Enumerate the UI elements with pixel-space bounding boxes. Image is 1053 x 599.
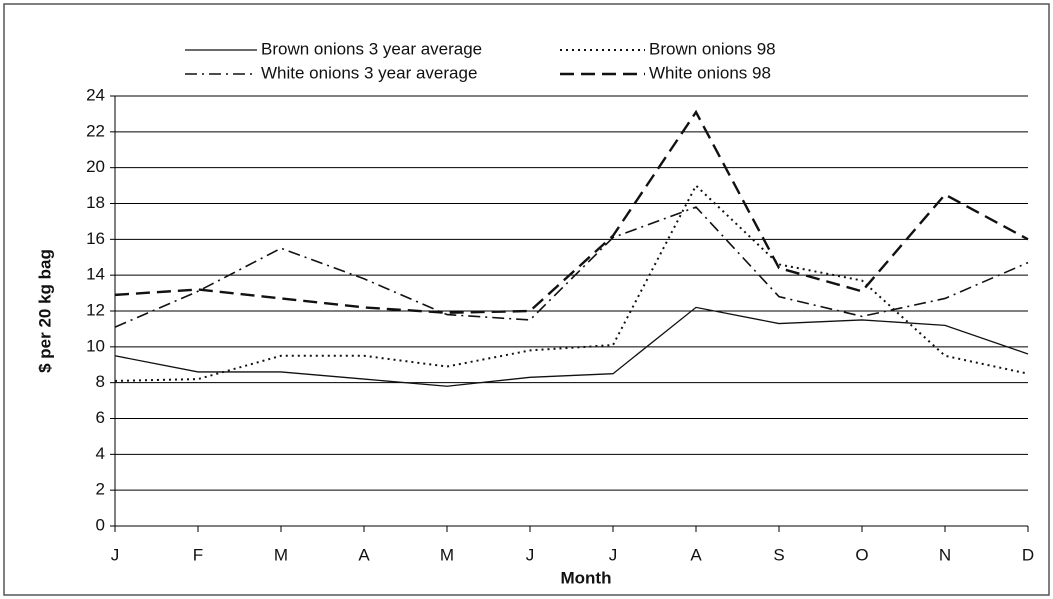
y-tick-label: 12 [86,300,105,319]
y-tick-label: 18 [86,193,105,212]
y-tick-label: 6 [96,408,105,427]
x-tick-label: D [1022,545,1034,564]
series-line [114,306,1029,387]
y-tick-label: 4 [96,444,105,463]
y-tick-label: 24 [86,85,105,104]
x-tick-label: J [111,545,120,564]
x-tick-label: F [193,545,203,564]
y-tick-label: 0 [96,515,105,534]
frame [3,3,1050,596]
y-tick-label: 16 [86,229,105,248]
y-tick-label: 8 [96,372,105,391]
series-line [114,183,1029,382]
x-tick-label: J [526,545,535,564]
x-tick-label: A [358,545,370,564]
x-axis-label: Month [561,568,612,587]
x-tick-label: M [440,545,454,564]
legend-label: White onions 98 [649,63,771,82]
y-tick-label: 20 [86,157,105,176]
x-tick-label: O [855,545,868,564]
legend-label: Brown onions 98 [649,39,776,58]
y-tick-label: 22 [86,121,105,140]
series-line [114,206,1029,328]
legend-label: Brown onions 3 year average [261,39,482,58]
y-tick-label: 2 [96,480,105,499]
legend-label: White onions 3 year average [261,63,477,82]
x-tick-label: S [773,545,784,564]
x-tick-label: N [939,545,951,564]
y-tick-label: 10 [86,336,105,355]
y-tick-label: 14 [86,265,105,284]
x-tick-label: A [690,545,702,564]
series-line [114,109,1029,314]
x-tick-label: M [274,545,288,564]
y-axis-label: $ per 20 kg bag [35,249,54,373]
x-tick-label: J [609,545,618,564]
